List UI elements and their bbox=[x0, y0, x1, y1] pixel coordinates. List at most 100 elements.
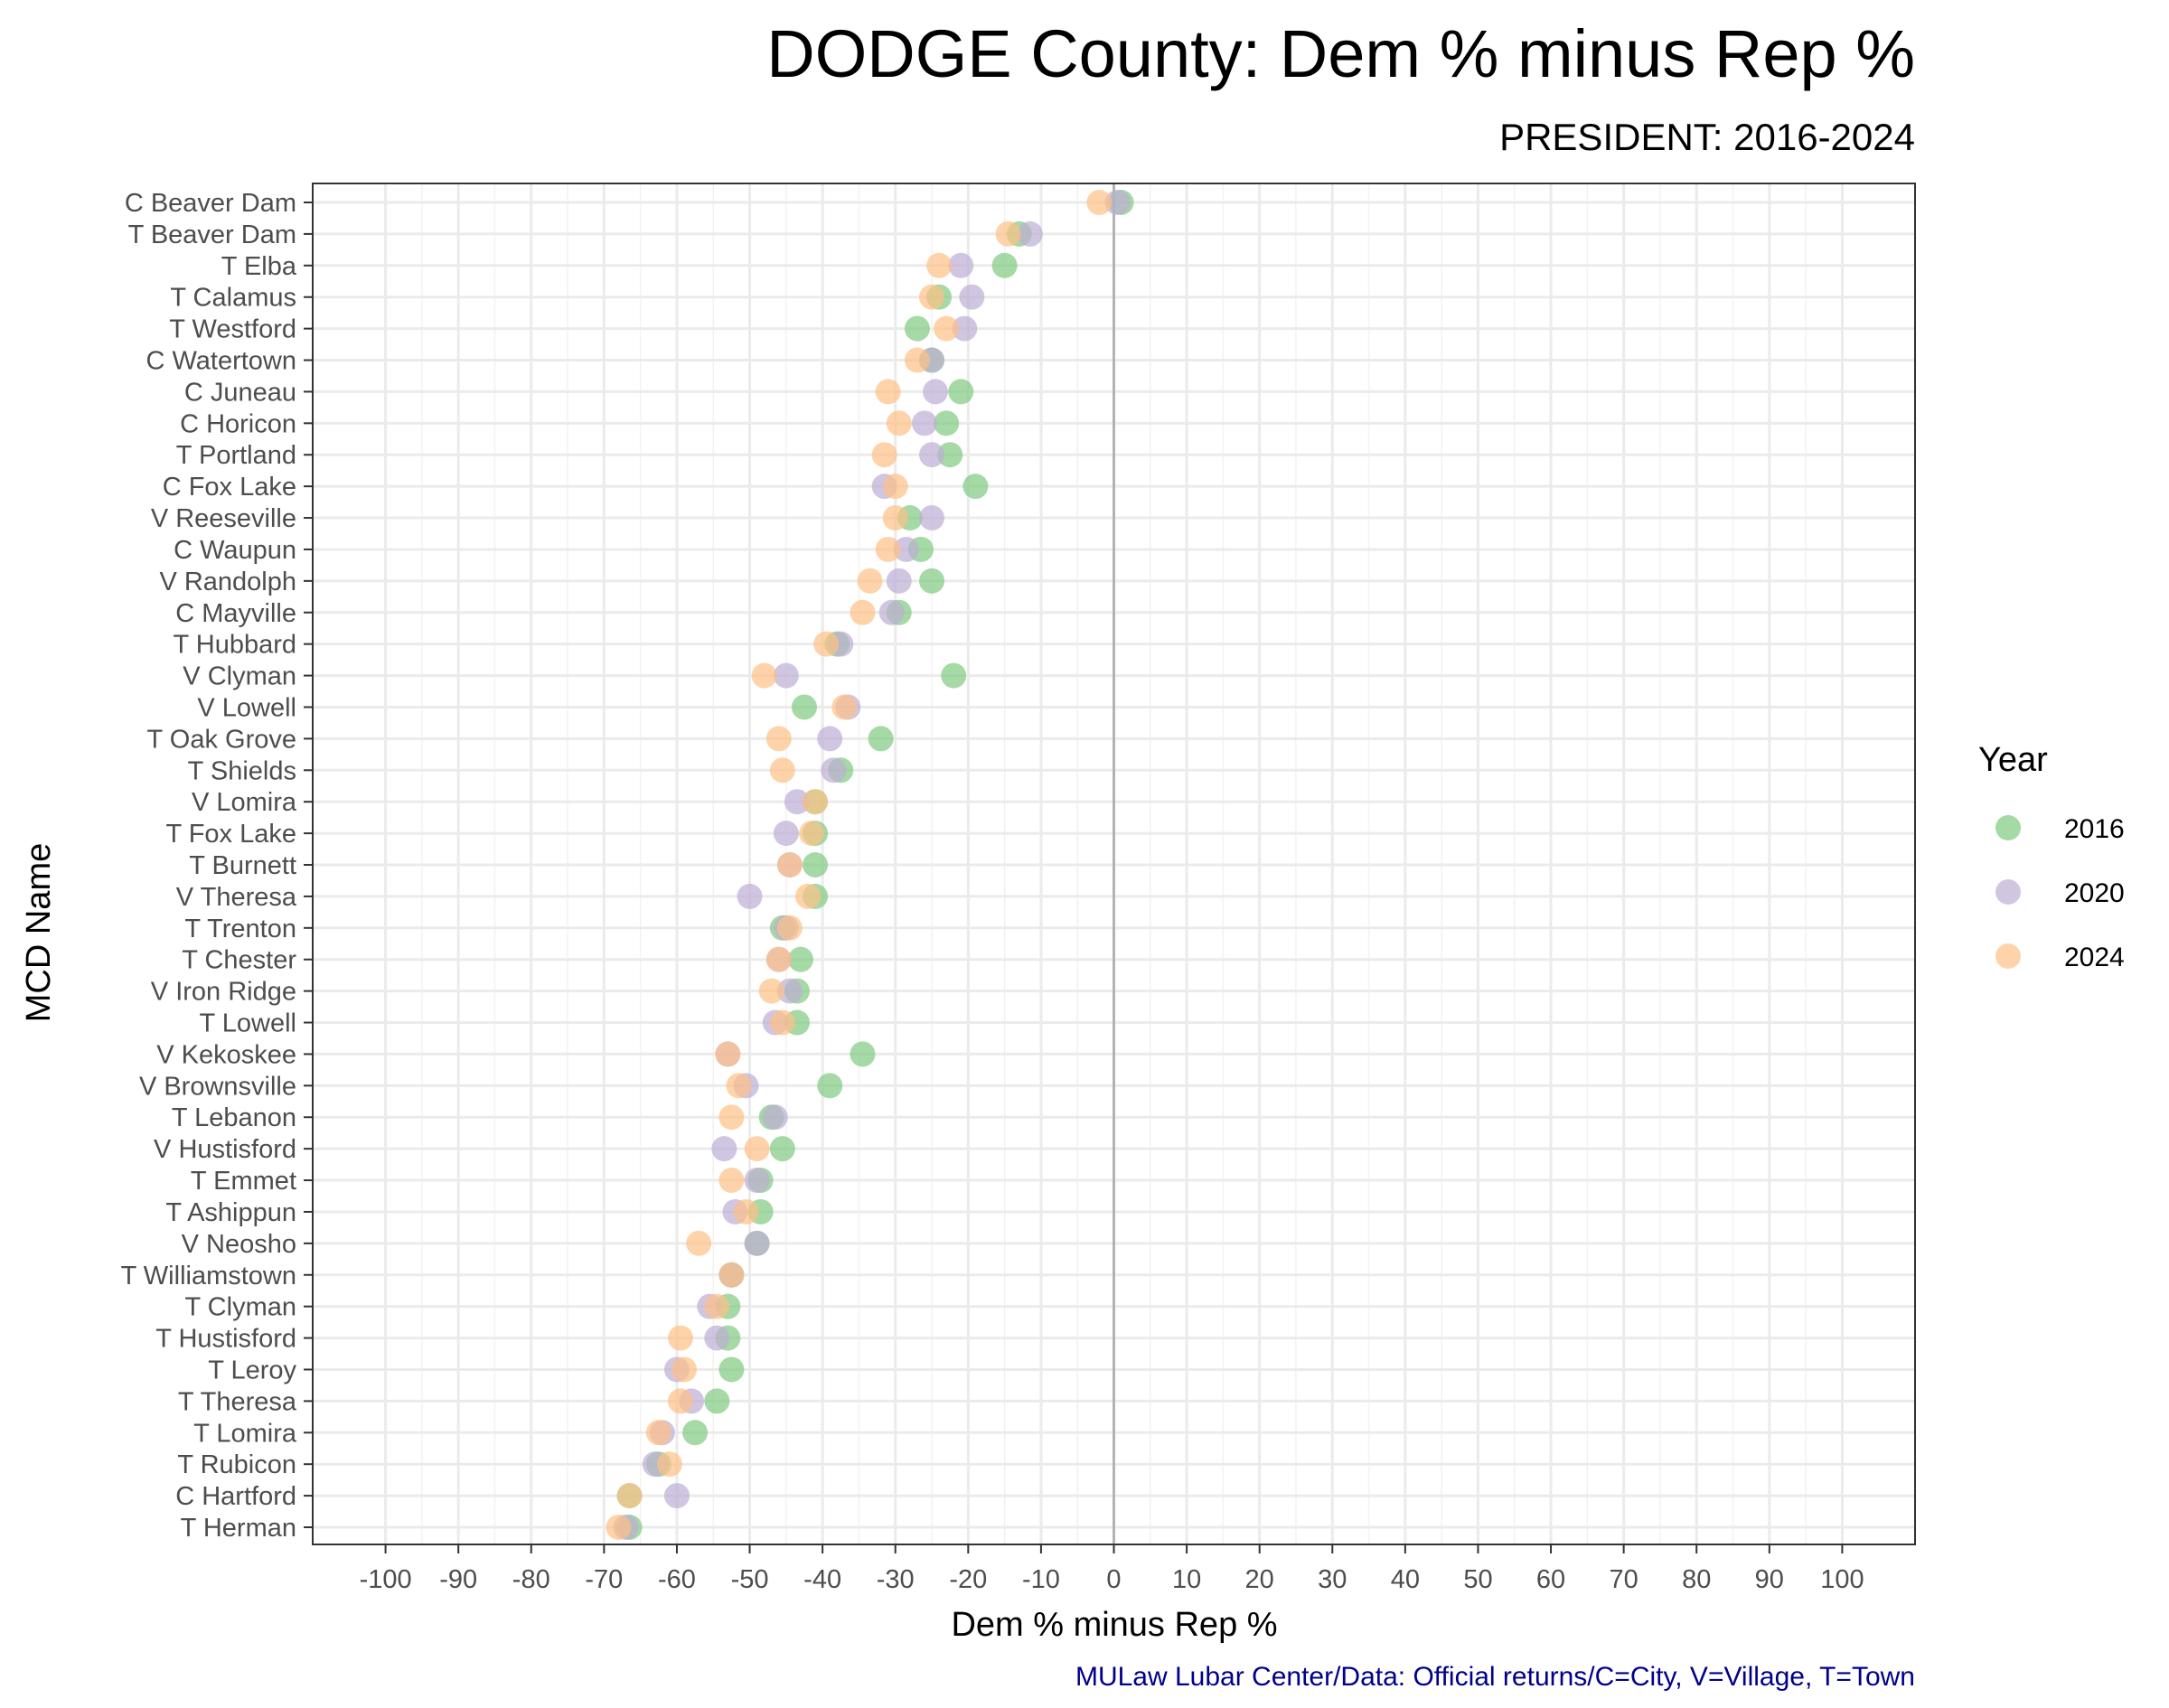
y-tick-label: T Lowell bbox=[200, 1009, 296, 1038]
point-2016 bbox=[904, 315, 930, 342]
point-2024 bbox=[718, 1262, 745, 1288]
x-tick-label: -30 bbox=[877, 1565, 915, 1594]
legend-label-2020: 2020 bbox=[2064, 878, 2125, 908]
y-tick-label: V Randolph bbox=[159, 568, 296, 596]
chart-caption: MULaw Lubar Center/Data: Official return… bbox=[1075, 1662, 1915, 1692]
legend-marker-2020 bbox=[1995, 879, 2021, 905]
point-2016 bbox=[803, 852, 829, 877]
point-2020 bbox=[744, 1230, 770, 1256]
point-2016 bbox=[868, 726, 894, 752]
point-2016 bbox=[941, 662, 967, 689]
chart-title: DODGE County: Dem % minus Rep % bbox=[766, 16, 1915, 91]
x-tick-label: -70 bbox=[585, 1565, 623, 1594]
x-tick-label: -50 bbox=[731, 1565, 769, 1594]
y-tick-label: T Fox Lake bbox=[165, 820, 296, 849]
y-tick-label: V Iron Ridge bbox=[151, 978, 296, 1007]
point-2024 bbox=[704, 1293, 730, 1319]
y-tick-label: V Lowell bbox=[197, 693, 296, 722]
point-2016 bbox=[682, 1420, 709, 1446]
point-2024 bbox=[751, 662, 777, 689]
point-2024 bbox=[875, 379, 901, 405]
y-tick-label: V Kekoskee bbox=[156, 1040, 296, 1069]
point-2024 bbox=[882, 505, 908, 531]
y-tick-label: T Rubicon bbox=[177, 1450, 296, 1479]
y-tick-label: V Theresa bbox=[176, 883, 297, 912]
point-2024 bbox=[995, 221, 1021, 247]
point-2024 bbox=[645, 1420, 671, 1446]
y-tick-label: C Beaver Dam bbox=[125, 189, 296, 218]
point-2024 bbox=[744, 1136, 770, 1162]
x-tick-label: 0 bbox=[1106, 1565, 1121, 1594]
point-2020 bbox=[911, 410, 937, 436]
point-2024 bbox=[813, 631, 840, 657]
point-2016 bbox=[919, 568, 945, 594]
x-tick-label: 60 bbox=[1536, 1565, 1565, 1594]
data-points bbox=[606, 190, 1134, 1540]
point-2024 bbox=[934, 315, 960, 342]
point-2020 bbox=[1104, 190, 1131, 215]
point-2016 bbox=[704, 1388, 730, 1414]
y-tick-label: V Lomira bbox=[192, 788, 297, 817]
point-2020 bbox=[821, 757, 847, 784]
point-2024 bbox=[769, 1009, 795, 1036]
point-2016 bbox=[991, 252, 1018, 278]
y-tick-label: C Hartford bbox=[175, 1482, 296, 1511]
point-2024 bbox=[656, 1451, 682, 1478]
y-tick-label: T Williamstown bbox=[121, 1262, 296, 1290]
y-tick-label: V Brownsville bbox=[139, 1072, 296, 1101]
x-tick-label: -10 bbox=[1022, 1565, 1060, 1594]
point-2024 bbox=[715, 1041, 741, 1067]
y-tick-label: V Reeseville bbox=[151, 504, 296, 533]
x-tick-label: -100 bbox=[360, 1565, 412, 1594]
point-2024 bbox=[686, 1230, 712, 1256]
point-2024 bbox=[671, 1356, 698, 1383]
point-2020 bbox=[776, 978, 803, 1004]
y-tick-label: T Emmet bbox=[191, 1167, 296, 1196]
point-2020 bbox=[878, 599, 905, 625]
point-2016 bbox=[769, 1136, 795, 1162]
chart-subtitle: PRESIDENT: 2016-2024 bbox=[1499, 116, 1915, 158]
point-2020 bbox=[663, 1483, 690, 1509]
point-2024 bbox=[726, 1073, 752, 1099]
x-tick-label: -20 bbox=[949, 1565, 987, 1594]
point-2024 bbox=[871, 442, 897, 468]
y-tick-label: T Leroy bbox=[208, 1356, 296, 1384]
y-tick-label: T Shields bbox=[188, 756, 296, 785]
x-tick-label: 10 bbox=[1172, 1565, 1201, 1594]
x-axis-title: Dem % minus Rep % bbox=[951, 1606, 1277, 1644]
point-2024 bbox=[733, 1198, 759, 1225]
y-tick-label: C Waupun bbox=[174, 536, 296, 565]
point-2020 bbox=[744, 1168, 770, 1194]
y-tick-label: T Lomira bbox=[193, 1419, 297, 1448]
point-2024 bbox=[667, 1388, 693, 1414]
point-2016 bbox=[937, 442, 963, 468]
y-tick-label: T Trenton bbox=[184, 915, 296, 943]
point-2020 bbox=[952, 315, 978, 342]
x-tick-label: 70 bbox=[1610, 1565, 1638, 1594]
grid-lines bbox=[313, 183, 1915, 1544]
point-2024 bbox=[886, 410, 912, 436]
y-tick-label: V Hustisford bbox=[154, 1135, 296, 1164]
y-tick-label: C Juneau bbox=[184, 378, 296, 407]
y-tick-label: T Theresa bbox=[178, 1387, 297, 1416]
y-tick-label: V Neosho bbox=[182, 1230, 296, 1259]
point-2024 bbox=[831, 694, 858, 720]
point-2020 bbox=[886, 568, 912, 594]
point-2020 bbox=[704, 1325, 730, 1351]
y-tick-label: T Beaver Dam bbox=[128, 221, 296, 249]
point-2020 bbox=[711, 1136, 737, 1162]
x-tick-label: 30 bbox=[1318, 1565, 1347, 1594]
point-2020 bbox=[817, 726, 843, 752]
point-2024 bbox=[850, 599, 876, 625]
point-2024 bbox=[882, 474, 908, 500]
point-2016 bbox=[817, 1073, 843, 1099]
point-2020 bbox=[893, 536, 919, 562]
legend: Year 2016 2020 2024 bbox=[1978, 741, 2125, 972]
point-2024 bbox=[799, 821, 825, 847]
x-tick-label: 20 bbox=[1245, 1565, 1274, 1594]
point-2020 bbox=[948, 252, 974, 278]
point-2020 bbox=[762, 1104, 788, 1131]
point-2016 bbox=[787, 946, 813, 972]
x-tick-label: 80 bbox=[1682, 1565, 1711, 1594]
